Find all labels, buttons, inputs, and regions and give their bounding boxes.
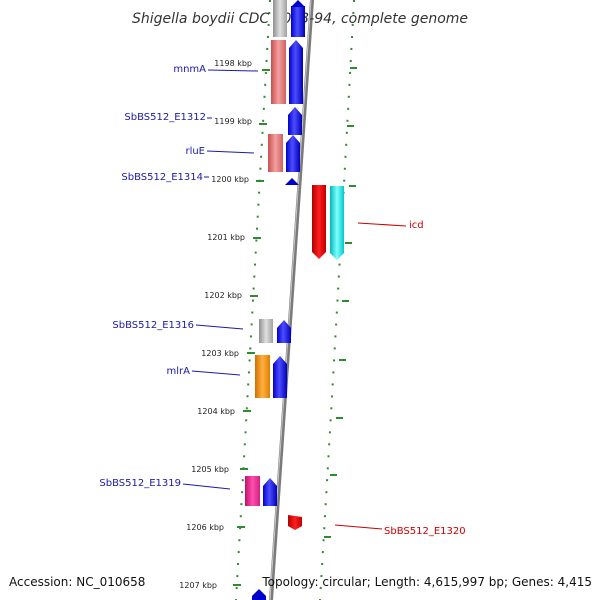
scale-tick-label: 1206 kbp <box>186 523 224 532</box>
gene-label: icd <box>409 220 424 231</box>
gene-label: SbBS512_E1314 <box>121 172 203 183</box>
gene-arrow-e1314 <box>285 178 299 185</box>
scale-tick-label: 1202 kbp <box>204 291 242 300</box>
gene-label: rluE <box>185 146 205 157</box>
gene-arrow-blue-top <box>291 0 305 7</box>
gene-label: mnmA <box>173 64 206 75</box>
gene-label: SbBS512_E1312 <box>124 112 206 123</box>
gene-feature-mlra <box>255 355 270 398</box>
gene-feature-blue-top <box>291 6 305 37</box>
gene-label: SbBS512_E1320 <box>384 526 466 537</box>
scale-tick-label: 1203 kbp <box>201 349 239 358</box>
gene-feature-gray-top <box>273 0 287 37</box>
scale-tick-label: 1201 kbp <box>207 233 245 242</box>
gene-arrow-blue <box>273 356 287 398</box>
gene-label: SbBS512_E1319 <box>99 478 181 489</box>
gene-label: mlrA <box>167 366 191 377</box>
scale-tick-label: 1204 kbp <box>197 407 235 416</box>
scale-tick-label: 1205 kbp <box>191 465 229 474</box>
gene-feature-e1316 <box>259 319 273 343</box>
scale-tick-label: 1207 kbp <box>179 581 217 590</box>
gene-arrow-e1320 <box>288 515 302 530</box>
genome-backbone-highlight <box>269 0 312 600</box>
gene-label-lines <box>182 69 407 530</box>
gene-arrow-blue <box>289 40 303 104</box>
gene-arrow-blue <box>263 478 277 506</box>
genome-backbone <box>269 0 314 600</box>
gene-arrow-blue-bottom <box>252 589 266 600</box>
topology-text: Topology: circular; Length: 4,615,997 bp… <box>262 575 592 589</box>
outer-ticks <box>324 67 357 538</box>
inner-scale-arc <box>235 0 271 600</box>
gene-arrow-icd <box>312 185 326 259</box>
gene-arrow-blue <box>286 135 300 172</box>
scale-tick-label: 1200 kbp <box>211 175 249 184</box>
gene-arrow-e1312 <box>288 107 302 135</box>
outer-scale-arc <box>319 0 355 600</box>
accession-text: Accession: NC_010658 <box>9 575 146 589</box>
gene-feature-mnma <box>271 40 286 104</box>
gene-arrow-blue <box>277 320 291 343</box>
gene-feature-e1319 <box>245 476 260 506</box>
gene-feature-rlue <box>268 134 283 172</box>
scale-tick-label: 1199 kbp <box>214 117 252 126</box>
scale-ticks: 1198 kbp 1199 kbp 1200 kbp 1201 kbp 1202… <box>179 59 270 590</box>
gene-arrow-cyan <box>330 186 344 260</box>
scale-tick-label: 1198 kbp <box>214 59 252 68</box>
gene-label: SbBS512_E1316 <box>112 320 194 331</box>
